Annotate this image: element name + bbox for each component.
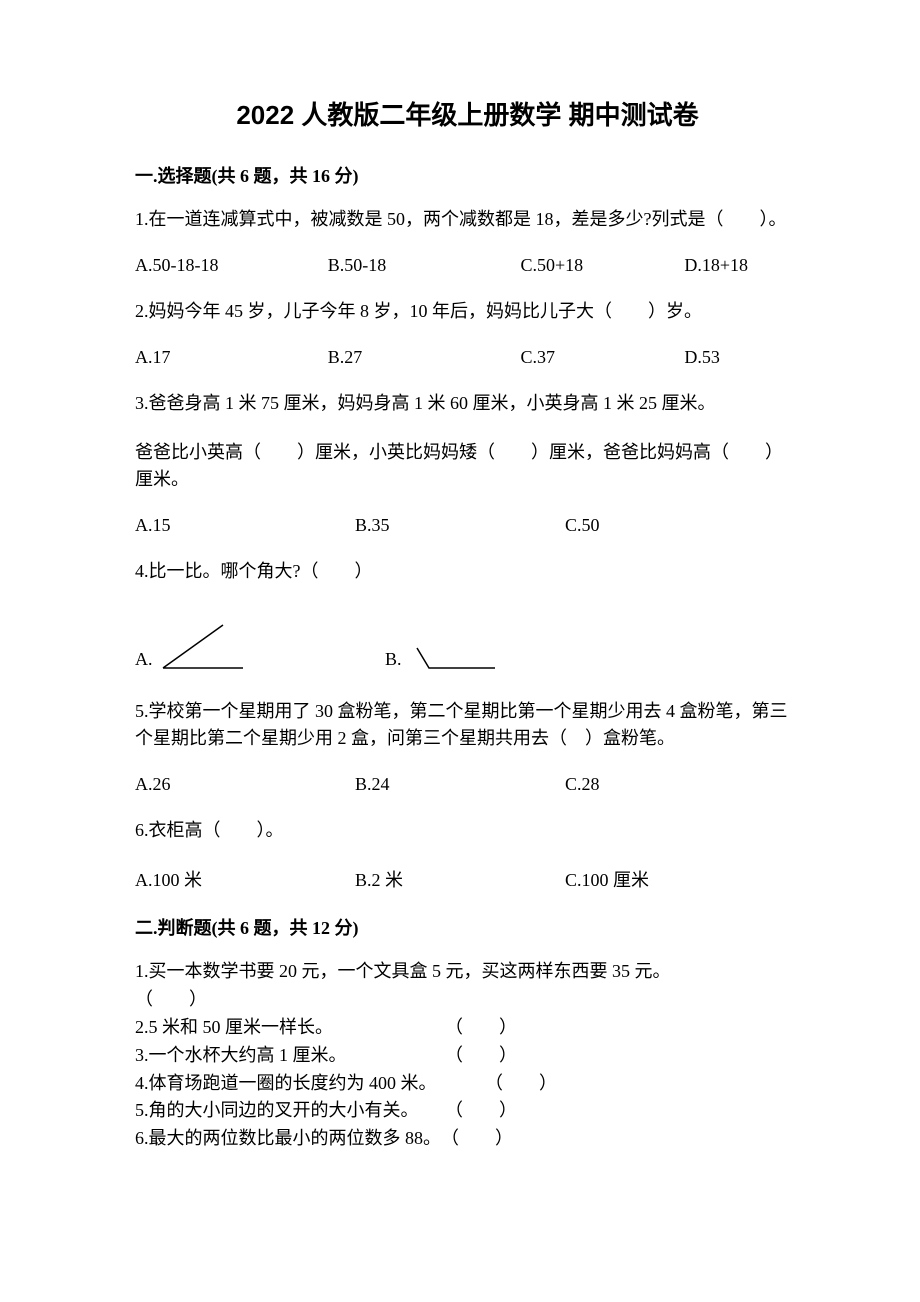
q3-options: A.15 B.35 C.50 — [135, 515, 800, 536]
q6-opt-c: C.100 厘米 — [565, 866, 715, 892]
q5-text: 5.学校第一个星期用了 30 盒粉笔，第二个星期比第一个星期少用去 4 盒粉笔，… — [135, 698, 800, 752]
q1-text: 1.在一道连减算式中，被减数是 50，两个减数都是 18，差是多少?列式是（ ）… — [135, 206, 800, 233]
section2-header: 二.判断题(共 6 题，共 12 分) — [135, 914, 800, 940]
s2-q1-paren: （ ） — [135, 986, 207, 1014]
s2-q2: 2.5 米和 50 厘米一样长。 （ ） — [135, 1014, 800, 1042]
s2-q4: 4.体育场跑道一圈的长度约为 400 米。 （ ） — [135, 1070, 800, 1098]
q1-opt-c: C.50+18 — [521, 255, 685, 276]
s2-q4-paren: （ ） — [485, 1070, 557, 1098]
s2-q1-paren-line: （ ） — [135, 986, 800, 1014]
q2-opt-d: D.53 — [684, 347, 800, 368]
s2-q5-paren: （ ） — [445, 1097, 517, 1125]
q4-label-a: A. — [135, 649, 153, 670]
q5-opt-a: A.26 — [135, 774, 355, 795]
s2-q1-text: 1.买一本数学书要 20 元，一个文具盒 5 元，买这两样东西要 35 元。 — [135, 958, 671, 986]
s2-q6-paren: （ ） — [441, 1125, 513, 1153]
s2-q3: 3.一个水杯大约高 1 厘米。 （ ） — [135, 1042, 800, 1070]
s2-q5-text: 5.角的大小同边的叉开的大小有关。 — [135, 1097, 445, 1125]
s2-q1: 1.买一本数学书要 20 元，一个文具盒 5 元，买这两样东西要 35 元。 — [135, 958, 800, 986]
q6-text: 6.衣柜高（ ）。 — [135, 817, 800, 844]
s2-q3-paren: （ ） — [445, 1042, 517, 1070]
s2-q2-text: 2.5 米和 50 厘米一样长。 — [135, 1014, 445, 1042]
q4-opt-b: B. — [385, 620, 497, 670]
q3-line1: 3.爸爸身高 1 米 75 厘米，妈妈身高 1 米 60 厘米，小英身高 1 米… — [135, 390, 800, 417]
q2-opt-a: A.17 — [135, 347, 328, 368]
angle-a-path — [163, 625, 243, 668]
q1-opt-d: D.18+18 — [684, 255, 800, 276]
q2-text: 2.妈妈今年 45 岁，儿子今年 8 岁，10 年后，妈妈比儿子大（ ）岁。 — [135, 298, 800, 325]
exam-title: 2022 人教版二年级上册数学 期中测试卷 — [135, 95, 800, 132]
angle-a-icon — [158, 620, 248, 670]
q2-opt-c: C.37 — [521, 347, 685, 368]
angle-b-path — [417, 648, 495, 668]
q6-options: A.100 米 B.2 米 C.100 厘米 — [135, 866, 800, 892]
q5-options: A.26 B.24 C.28 — [135, 774, 800, 795]
q1-opt-b: B.50-18 — [328, 255, 521, 276]
s2-q6: 6.最大的两位数比最小的两位数多 88。 （ ） — [135, 1125, 800, 1153]
s2-q3-text: 3.一个水杯大约高 1 厘米。 — [135, 1042, 445, 1070]
q1-opt-a: A.50-18-18 — [135, 255, 328, 276]
q3-opt-c: C.50 — [565, 515, 715, 536]
angle-b-icon — [407, 620, 497, 670]
q4-text: 4.比一比。哪个角大?（ ） — [135, 558, 800, 585]
q5-opt-c: C.28 — [565, 774, 715, 795]
q5-opt-b: B.24 — [355, 774, 565, 795]
s2-q4-text: 4.体育场跑道一圈的长度约为 400 米。 — [135, 1070, 485, 1098]
q6-opt-a: A.100 米 — [135, 866, 355, 892]
q4-label-b: B. — [385, 649, 402, 670]
s2-q5: 5.角的大小同边的叉开的大小有关。 （ ） — [135, 1097, 800, 1125]
q2-opt-b: B.27 — [328, 347, 521, 368]
section1-header: 一.选择题(共 6 题，共 16 分) — [135, 162, 800, 188]
q3-opt-b: B.35 — [355, 515, 565, 536]
q1-options: A.50-18-18 B.50-18 C.50+18 D.18+18 — [135, 255, 800, 276]
s2-q6-text: 6.最大的两位数比最小的两位数多 88。 — [135, 1125, 441, 1153]
q3-line2: 爸爸比小英高（ ）厘米，小英比妈妈矮（ ）厘米，爸爸比妈妈高（ ）厘米。 — [135, 439, 800, 493]
q2-options: A.17 B.27 C.37 D.53 — [135, 347, 800, 368]
q4-options: A. B. — [135, 620, 800, 670]
q3-opt-a: A.15 — [135, 515, 355, 536]
q6-opt-b: B.2 米 — [355, 866, 565, 892]
q4-opt-a: A. — [135, 620, 385, 670]
s2-q2-paren: （ ） — [445, 1014, 517, 1042]
